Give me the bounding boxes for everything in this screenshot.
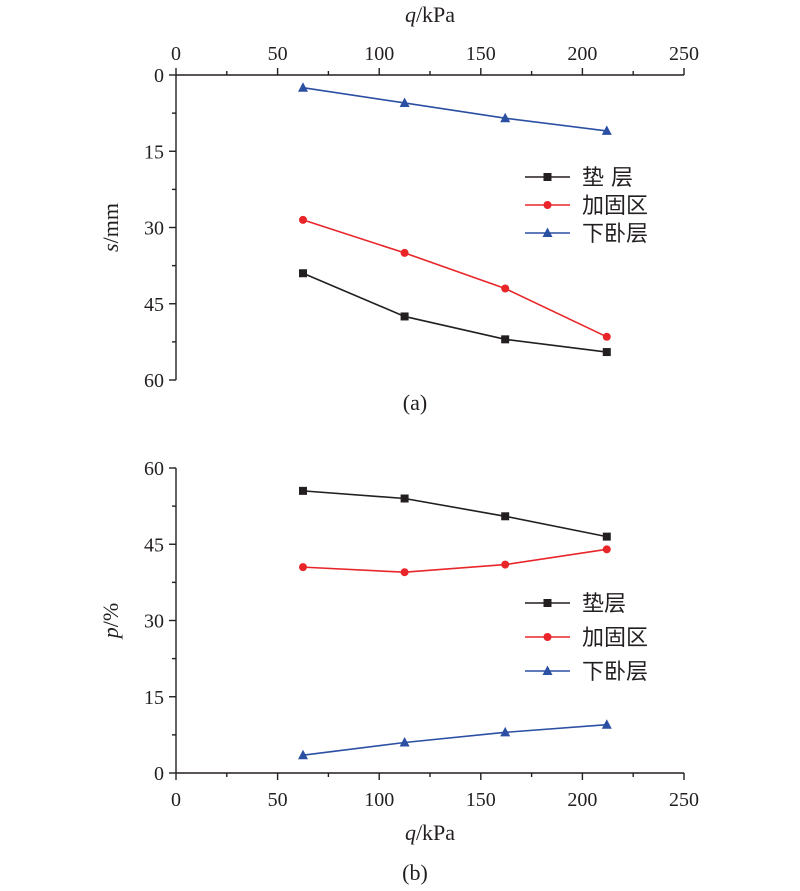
panel-label: (a) — [403, 390, 427, 415]
data-point — [299, 563, 307, 572]
legend-marker — [543, 599, 552, 607]
x-tick-label: 250 — [669, 789, 699, 811]
x-tick-label: 150 — [466, 789, 496, 811]
legend-marker — [542, 665, 553, 675]
y-tick-label: 30 — [144, 218, 164, 240]
y-tick-label: 0 — [154, 65, 164, 87]
y-tick-label: 30 — [144, 611, 164, 633]
y-tick-label: 0 — [154, 763, 164, 785]
y-axis-title: s/mm — [98, 203, 123, 252]
data-point — [602, 348, 611, 357]
y-tick-label: 15 — [144, 141, 164, 163]
data-point — [400, 312, 409, 321]
legend-marker — [542, 227, 553, 237]
chart-panel-a: 0 50 100 150 200 250 0 15 30 45 60 q/kPa s/mm 垫 层加固区下… — [98, 2, 699, 415]
y-axis-title: p/% — [98, 603, 123, 640]
legend-marker — [543, 173, 552, 181]
x-tick-label: 100 — [364, 789, 394, 811]
x-tick-label: 0 — [171, 43, 181, 65]
data-point — [601, 125, 612, 135]
data-point — [602, 532, 611, 541]
y-axis-title-unit: /% — [98, 603, 123, 627]
x-axis-title: q/kPa — [405, 2, 455, 27]
x-axis-title: q/kPa — [405, 820, 455, 845]
data-point — [299, 486, 307, 495]
y-tick-label: 60 — [144, 458, 164, 480]
legend-label: 垫 层 — [582, 166, 633, 191]
data-point — [500, 112, 511, 123]
legend-label: 垫层 — [582, 592, 626, 617]
series-line — [302, 86, 607, 132]
data-point — [400, 494, 409, 503]
series-line — [302, 219, 608, 338]
x-tick-label: 0 — [171, 789, 181, 811]
legend-marker — [543, 201, 552, 209]
y-tick-label: 15 — [144, 687, 164, 709]
y-axis-title-var: p — [98, 627, 123, 640]
data-point — [601, 719, 612, 729]
x-tick-label: 200 — [567, 43, 597, 65]
series-line — [302, 490, 607, 538]
y-tick-label: 45 — [144, 534, 164, 556]
legend-label: 下卧层 — [582, 660, 648, 685]
y-axis-title-var: s — [98, 243, 123, 252]
data-point — [299, 269, 307, 278]
x-tick-label: 50 — [268, 789, 288, 811]
x-axis-title-var: q — [405, 820, 416, 845]
y-tick-label: 45 — [144, 294, 164, 316]
data-point — [299, 215, 307, 224]
legend-label: 下卧层 — [582, 222, 648, 247]
series-line — [302, 548, 607, 574]
x-axis-title-unit: /kPa — [416, 820, 455, 845]
chart-panel-b: 0 50 100 150 200 250 0 15 30 45 60 q/kPa p/% 垫层加固区下卧层… — [98, 458, 699, 885]
x-tick-label: 250 — [669, 43, 699, 65]
y-tick-label: 60 — [144, 370, 164, 392]
x-axis-title-var: q — [405, 2, 416, 27]
data-point — [399, 97, 410, 107]
data-point — [399, 737, 410, 747]
x-tick-label: 150 — [466, 43, 496, 65]
data-point — [602, 332, 611, 341]
data-point — [298, 82, 308, 92]
series-line — [302, 272, 607, 353]
data-point — [501, 560, 510, 569]
y-axis-title-unit: /mm — [98, 203, 123, 243]
x-axis-title-unit: /kPa — [416, 2, 455, 27]
x-tick-label: 100 — [364, 43, 394, 65]
data-point — [400, 248, 409, 257]
data-point — [501, 284, 510, 293]
legend-marker — [543, 633, 552, 641]
legend-label: 加固区 — [582, 626, 648, 651]
panel-label: (b) — [402, 860, 428, 885]
data-point — [602, 545, 611, 554]
data-point — [298, 749, 308, 760]
x-tick-label: 200 — [567, 789, 597, 811]
series-line — [302, 723, 607, 757]
data-point — [400, 568, 409, 577]
legend-label: 加固区 — [582, 194, 648, 219]
data-point — [501, 512, 510, 521]
data-point — [500, 726, 511, 737]
x-tick-label: 50 — [268, 43, 288, 65]
data-point — [501, 335, 510, 344]
